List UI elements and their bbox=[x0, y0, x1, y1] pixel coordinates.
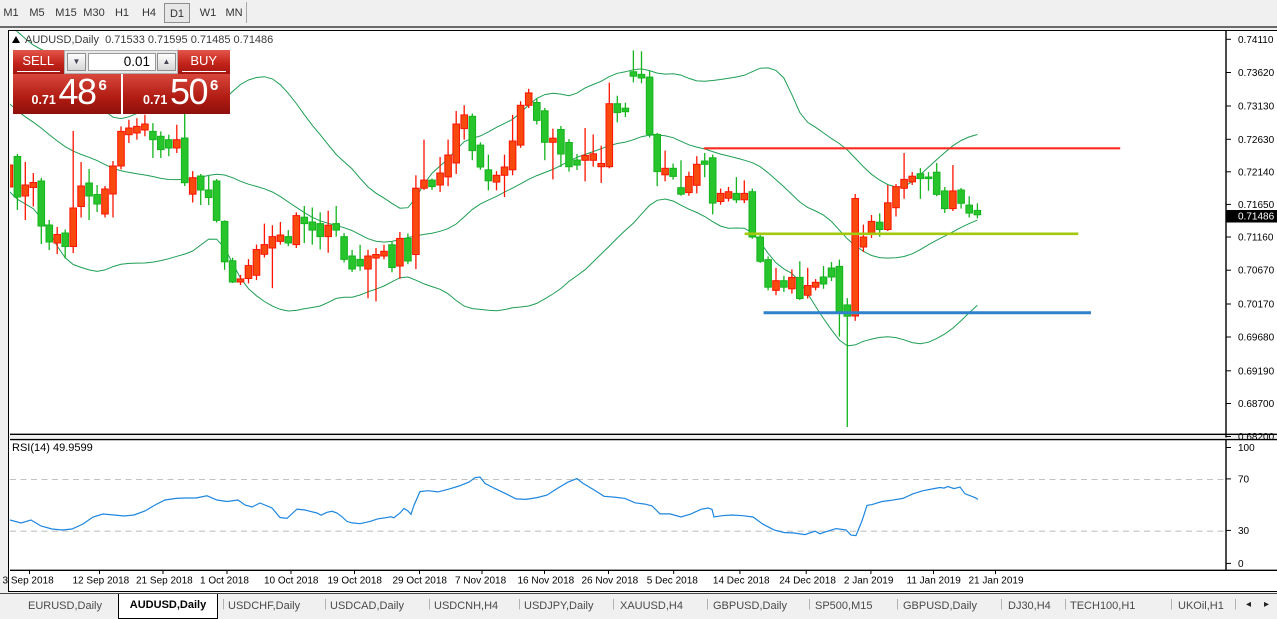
svg-text:14 Dec 2018: 14 Dec 2018 bbox=[713, 576, 770, 587]
svg-text:2 Jan 2019: 2 Jan 2019 bbox=[844, 576, 894, 587]
svg-text:0: 0 bbox=[1238, 559, 1244, 570]
svg-text:26 Nov 2018: 26 Nov 2018 bbox=[582, 576, 639, 587]
svg-text:11 Jan 2019: 11 Jan 2019 bbox=[907, 576, 962, 587]
svg-text:3 Sep 2018: 3 Sep 2018 bbox=[3, 576, 55, 587]
svg-text:0.72140: 0.72140 bbox=[1238, 167, 1275, 178]
svg-text:0.72630: 0.72630 bbox=[1238, 135, 1275, 146]
svg-text:12 Sep 2018: 12 Sep 2018 bbox=[73, 576, 130, 587]
svg-text:21 Sep 2018: 21 Sep 2018 bbox=[136, 576, 193, 587]
svg-text:5 Dec 2018: 5 Dec 2018 bbox=[647, 576, 699, 587]
svg-text:16 Nov 2018: 16 Nov 2018 bbox=[518, 576, 575, 587]
svg-text:19 Oct 2018: 19 Oct 2018 bbox=[328, 576, 383, 587]
svg-text:0.71160: 0.71160 bbox=[1238, 233, 1274, 244]
svg-text:0.73620: 0.73620 bbox=[1238, 68, 1275, 79]
svg-text:RSI(14) 49.9599: RSI(14) 49.9599 bbox=[12, 442, 93, 454]
svg-text:0.73130: 0.73130 bbox=[1238, 102, 1275, 113]
svg-text:0.70170: 0.70170 bbox=[1238, 300, 1275, 311]
svg-text:24 Dec 2018: 24 Dec 2018 bbox=[779, 576, 836, 587]
svg-text:10 Oct 2018: 10 Oct 2018 bbox=[264, 576, 319, 587]
svg-text:0.70670: 0.70670 bbox=[1238, 266, 1275, 277]
svg-text:29 Oct 2018: 29 Oct 2018 bbox=[393, 576, 448, 587]
svg-text:1 Oct 2018: 1 Oct 2018 bbox=[200, 576, 249, 587]
svg-text:0.69680: 0.69680 bbox=[1238, 333, 1275, 344]
svg-text:0.68200: 0.68200 bbox=[1238, 432, 1275, 443]
svg-text:70: 70 bbox=[1238, 474, 1250, 485]
svg-text:0.69190: 0.69190 bbox=[1238, 366, 1275, 377]
svg-text:0.68700: 0.68700 bbox=[1238, 399, 1275, 410]
svg-text:7 Nov 2018: 7 Nov 2018 bbox=[455, 576, 507, 587]
svg-text:0.71650: 0.71650 bbox=[1238, 200, 1275, 211]
svg-text:21 Jan 2019: 21 Jan 2019 bbox=[969, 576, 1024, 587]
svg-text:0.71486: 0.71486 bbox=[1238, 212, 1275, 223]
svg-text:0.74110: 0.74110 bbox=[1238, 35, 1274, 46]
svg-text:30: 30 bbox=[1238, 526, 1250, 537]
svg-text:100: 100 bbox=[1238, 443, 1255, 454]
